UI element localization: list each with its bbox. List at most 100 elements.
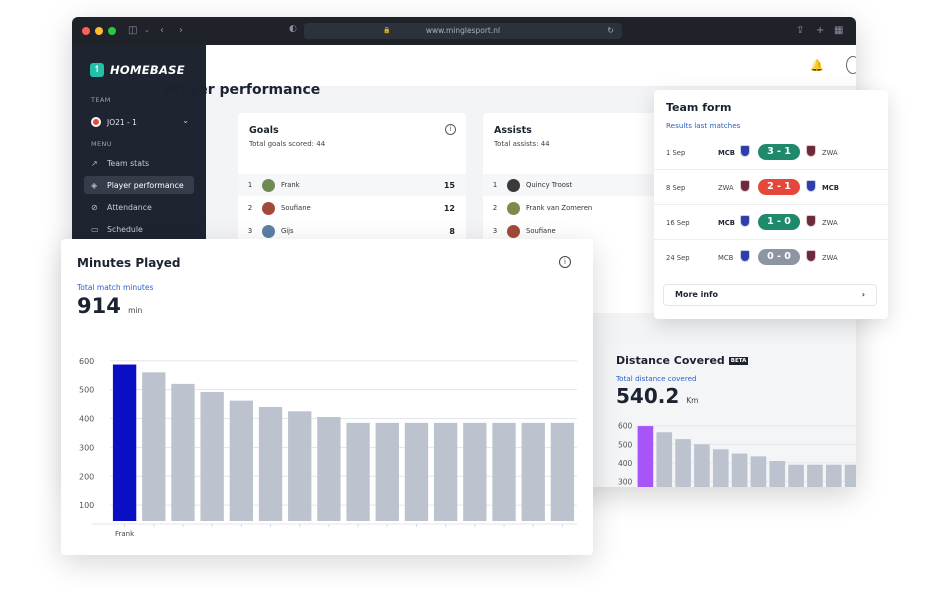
rank-number: 2 <box>247 204 253 212</box>
home-team: ZWA <box>718 184 734 192</box>
minimize-window-button[interactable] <box>95 27 103 35</box>
team-heading: TEAM <box>91 96 111 104</box>
y-tick-label: 400 <box>618 459 633 468</box>
menu-heading: MENU <box>91 140 112 148</box>
player-name: Frank van Zomeren <box>526 204 593 212</box>
match-row[interactable]: 24 Sep MCB 0 - 0 ZWA <box>654 240 888 275</box>
reload-icon[interactable]: ↻ <box>607 26 614 35</box>
bar <box>346 422 370 521</box>
x-tick-label: Frank <box>115 530 135 538</box>
y-tick-label: 500 <box>79 386 94 395</box>
bar <box>229 400 254 521</box>
mcb-crest-icon <box>740 250 750 262</box>
logo-icon: ↿ <box>90 63 104 77</box>
info-icon[interactable]: i <box>559 256 571 268</box>
match-score: 2 - 1 <box>758 179 800 195</box>
minutes-value: 914 <box>77 294 121 318</box>
bar <box>288 411 312 521</box>
bar <box>769 461 786 487</box>
info-icon[interactable]: i <box>445 124 456 135</box>
bar <box>142 372 166 521</box>
avatar[interactable] <box>846 56 856 74</box>
logo-text: HOMEBASE <box>110 63 185 77</box>
bar <box>200 391 224 521</box>
logo[interactable]: ↿ HOMEBASE <box>90 63 185 77</box>
player-name: Gijs <box>281 227 294 235</box>
match-date: 8 Sep <box>666 184 686 192</box>
bar <box>788 464 804 487</box>
bell-icon[interactable]: 🔔 <box>810 59 824 72</box>
match-date: 24 Sep <box>666 254 690 262</box>
bar <box>731 453 748 487</box>
player-goals: 8 <box>449 226 455 236</box>
distance-subtitle: Total distance covered <box>616 374 697 383</box>
chart-icon: ↗ <box>91 158 98 168</box>
team-form-card: Team form Results last matches 1 Sep MCB… <box>654 90 888 319</box>
bar <box>375 422 399 521</box>
share-icon[interactable]: ⇪ <box>796 25 805 36</box>
match-date: 1 Sep <box>666 149 686 157</box>
tab-overview-icon[interactable]: ▦ <box>834 25 844 36</box>
minutes-unit: min <box>128 306 143 315</box>
match-score: 3 - 1 <box>758 144 800 160</box>
away-team: ZWA <box>822 149 838 157</box>
sidebar-item-team-stats[interactable]: ↗ Team stats <box>84 154 194 172</box>
address-bar[interactable]: 🔒 www.minglesport.nl ↻ <box>304 23 622 39</box>
table-row[interactable]: 1 Frank 15 <box>238 174 466 196</box>
new-tab-icon[interactable]: + <box>816 25 825 36</box>
close-window-button[interactable] <box>82 27 90 35</box>
forward-icon[interactable]: › <box>179 25 183 36</box>
distance-unit: Km <box>686 396 699 405</box>
table-row[interactable]: 3 Soufiane <box>483 220 711 242</box>
more-info-button[interactable]: More info › <box>663 284 877 306</box>
distance-value: 540.2 <box>616 384 680 408</box>
match-row[interactable]: 1 Sep MCB 3 - 1 ZWA <box>654 135 888 170</box>
bar <box>844 464 856 487</box>
sidebar-item-label: Team stats <box>107 158 150 168</box>
table-row[interactable]: 2 Frank van Zomeren <box>483 197 711 219</box>
bar <box>112 364 137 521</box>
minutes-title: Minutes Played <box>77 256 181 270</box>
beta-badge: BETA <box>728 356 749 365</box>
zwa-crest-icon <box>740 180 750 192</box>
bar <box>433 422 458 521</box>
mcb-crest-icon <box>806 180 816 192</box>
bar <box>694 444 710 487</box>
chevron-right-icon: › <box>861 290 865 299</box>
match-score: 1 - 0 <box>758 214 800 230</box>
match-date: 16 Sep <box>666 219 690 227</box>
home-team: MCB <box>718 254 734 262</box>
page-title: Player performance <box>165 82 321 98</box>
away-team: ZWA <box>822 219 838 227</box>
team-selector[interactable]: JO21 - 1 ⌄ <box>91 115 189 129</box>
sidebar-item-attendance[interactable]: ⊘ Attendance <box>84 198 194 216</box>
bar <box>463 422 487 521</box>
y-tick-label: 300 <box>79 443 94 452</box>
away-team: ZWA <box>822 254 838 262</box>
sidebar-toggle-icon[interactable]: ◫ <box>128 25 138 36</box>
team-form-title: Team form <box>666 101 732 114</box>
goals-title: Goals <box>249 125 279 136</box>
bar <box>656 432 673 487</box>
match-row[interactable]: 16 Sep MCB 1 - 0 ZWA <box>654 205 888 240</box>
y-tick-label: 500 <box>618 440 633 449</box>
table-row[interactable]: 2 Soufiane 12 <box>238 197 466 219</box>
back-icon[interactable]: ‹ <box>160 25 164 36</box>
rank-number: 2 <box>492 204 498 212</box>
table-row[interactable]: 3 Gijs 8 <box>238 220 466 242</box>
rank-number: 3 <box>492 227 498 235</box>
bar <box>750 456 767 487</box>
privacy-shield-icon[interactable]: ◐ <box>289 24 297 34</box>
sidebar-item-schedule[interactable]: ▭ Schedule <box>84 220 194 238</box>
match-row[interactable]: 8 Sep ZWA 2 - 1 MCB <box>654 170 888 205</box>
bar <box>825 464 842 487</box>
zoom-window-button[interactable] <box>108 27 116 35</box>
chevron-down-icon[interactable]: ⌄ <box>144 26 150 34</box>
player-name: Frank <box>281 181 300 189</box>
bar <box>404 422 429 521</box>
bar <box>712 449 729 487</box>
avatar <box>262 201 275 215</box>
team-crest-icon <box>91 117 101 127</box>
avatar <box>262 224 275 238</box>
sidebar-item-player-performance[interactable]: ◈ Player performance <box>84 176 194 194</box>
